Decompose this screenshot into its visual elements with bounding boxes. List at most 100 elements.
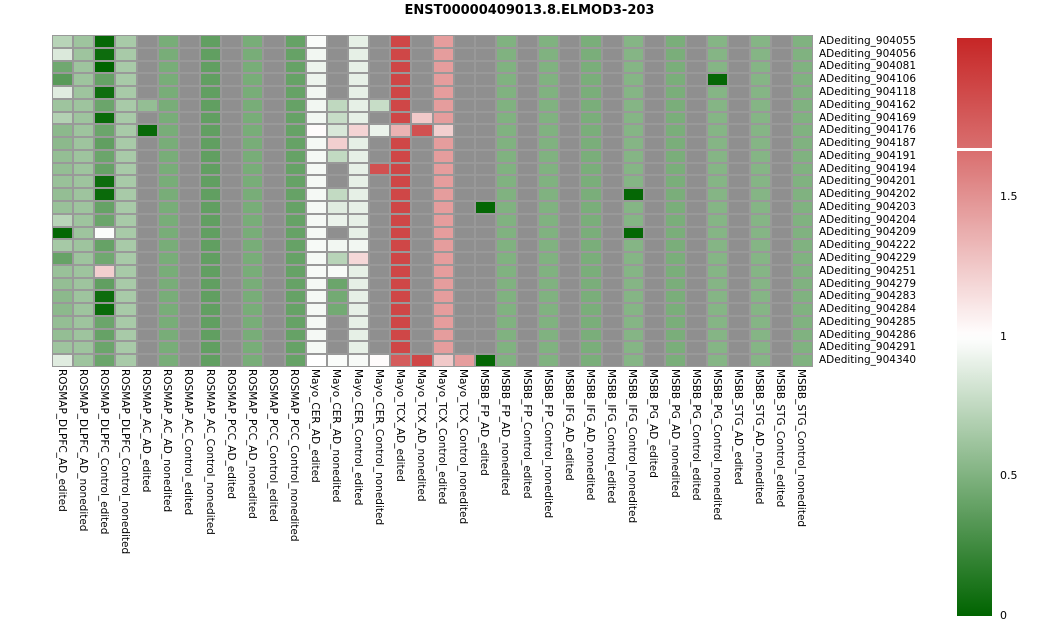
- heatmap-cell: [369, 315, 391, 329]
- heatmap-cell: [305, 60, 327, 74]
- heatmap-cell: [221, 188, 243, 201]
- heatmap-cell: [791, 188, 813, 201]
- heatmap-cell: [284, 175, 306, 189]
- heatmap-cell: [178, 86, 200, 99]
- heatmap-cell: [622, 252, 644, 265]
- heatmap-cell: [432, 86, 454, 99]
- heatmap-cell: [242, 124, 264, 138]
- heatmap-cell: [728, 354, 750, 367]
- heatmap-cell: [643, 175, 666, 189]
- heatmap-cell: [665, 149, 687, 163]
- heatmap-cell: [305, 328, 327, 342]
- heatmap-cell: [453, 86, 475, 99]
- heatmap-cell: [369, 175, 391, 189]
- heatmap-cell: [136, 86, 158, 99]
- heatmap-cell: [770, 60, 792, 74]
- heatmap-cell: [284, 303, 306, 316]
- heatmap-cell: [538, 137, 560, 150]
- heatmap-cell: [411, 290, 433, 304]
- heatmap-cell: [369, 264, 391, 278]
- heatmap-cell: [495, 111, 518, 125]
- heatmap-cell: [770, 86, 792, 99]
- heatmap-cell: [791, 354, 813, 367]
- heatmap-cell: [411, 341, 433, 355]
- heatmap-cell: [432, 303, 454, 316]
- heatmap-cell: [221, 277, 243, 291]
- heatmap-cell: [474, 111, 496, 125]
- heatmap-cell: [749, 175, 771, 189]
- heatmap-cell: [453, 226, 475, 240]
- heatmap-cell: [263, 35, 285, 48]
- heatmap-cell: [643, 86, 666, 99]
- heatmap-cell: [157, 175, 179, 189]
- heatmap-cell: [791, 47, 813, 61]
- heatmap-cell: [263, 60, 285, 74]
- row-label: ADediting_904204: [819, 213, 916, 226]
- heatmap-cell: [791, 264, 813, 278]
- heatmap-cell: [559, 188, 581, 201]
- heatmap-cell: [52, 201, 74, 214]
- heatmap-cell: [474, 162, 496, 176]
- heatmap-cell: [115, 73, 137, 87]
- heatmap-cell: [94, 201, 116, 214]
- heatmap-cell: [538, 341, 560, 355]
- heatmap-cell: [199, 354, 222, 367]
- heatmap-cell: [580, 111, 602, 125]
- heatmap-cell: [263, 315, 285, 329]
- heatmap-cell: [474, 354, 496, 367]
- heatmap-cell: [707, 175, 729, 189]
- heatmap-cell: [178, 354, 200, 367]
- heatmap-cell: [263, 226, 285, 240]
- heatmap-cell: [94, 213, 116, 227]
- heatmap-cell: [52, 252, 74, 265]
- heatmap-cell: [221, 175, 243, 189]
- heatmap-cell: [369, 86, 391, 99]
- heatmap-cell: [728, 73, 750, 87]
- heatmap-cell: [432, 341, 454, 355]
- heatmap-cell: [242, 341, 264, 355]
- row-label: ADediting_904187: [819, 137, 916, 150]
- heatmap-cell: [52, 341, 74, 355]
- heatmap-cell: [770, 188, 792, 201]
- column-label: MSBB_FP_Control_nonedited: [541, 369, 554, 519]
- heatmap-cell: [538, 149, 560, 163]
- heatmap-cell: [749, 239, 771, 253]
- heatmap-cell: [326, 252, 348, 265]
- heatmap-cell: [347, 188, 370, 201]
- heatmap-cell: [115, 137, 137, 150]
- heatmap-cell: [178, 226, 200, 240]
- row-label: ADediting_904251: [819, 264, 916, 277]
- heatmap-cell: [199, 252, 222, 265]
- heatmap-cell: [221, 47, 243, 61]
- heatmap-cell: [770, 73, 792, 87]
- heatmap-cell: [770, 124, 792, 138]
- heatmap-cell: [517, 213, 539, 227]
- heatmap-cell: [474, 47, 496, 61]
- heatmap-cell: [390, 149, 412, 163]
- heatmap-cell: [242, 252, 264, 265]
- heatmap-cell: [136, 111, 158, 125]
- heatmap-cell: [157, 264, 179, 278]
- heatmap-cell: [474, 188, 496, 201]
- heatmap-cell: [495, 277, 518, 291]
- heatmap-cell: [136, 239, 158, 253]
- heatmap-cell: [728, 277, 750, 291]
- heatmap-cell: [559, 162, 581, 176]
- heatmap-cell: [347, 149, 370, 163]
- heatmap-cell: [136, 188, 158, 201]
- colorbar-tick-label: 1: [1000, 329, 1007, 343]
- heatmap-cell: [453, 341, 475, 355]
- heatmap-cell: [263, 188, 285, 201]
- heatmap-cell: [73, 213, 95, 227]
- heatmap-cell: [242, 201, 264, 214]
- heatmap-cell: [538, 354, 560, 367]
- heatmap-cell: [157, 290, 179, 304]
- heatmap-cell: [665, 60, 687, 74]
- heatmap-cell: [791, 98, 813, 112]
- row-label: ADediting_904194: [819, 162, 916, 175]
- heatmap-cell: [538, 239, 560, 253]
- heatmap-cell: [115, 341, 137, 355]
- heatmap-cell: [707, 124, 729, 138]
- heatmap-cell: [411, 149, 433, 163]
- heatmap-cell: [369, 47, 391, 61]
